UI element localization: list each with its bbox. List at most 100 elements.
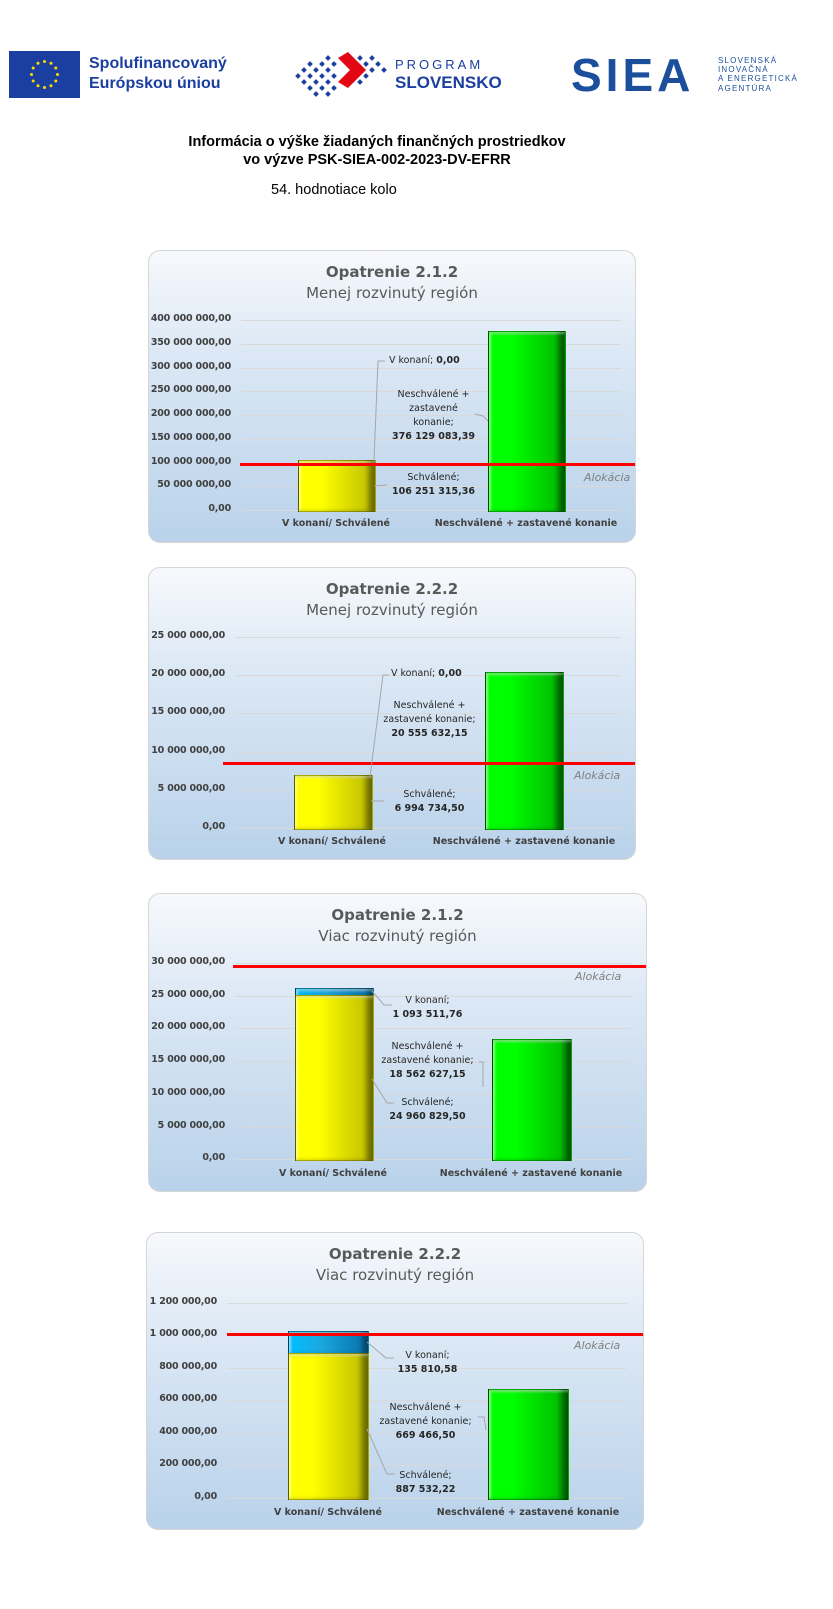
gridline [241, 320, 621, 321]
gridline [235, 1094, 631, 1095]
bar-schvalene [295, 995, 374, 1161]
y-tick: 350 000 000,00 [150, 337, 231, 348]
chart-2-1-2-more-developed: Opatrenie 2.1.2 Viac rozvinutý región 30… [148, 893, 647, 1192]
gridline [235, 675, 621, 676]
y-tick: 5 000 000,00 [157, 783, 226, 794]
gridline [227, 1368, 627, 1369]
y-tick: 15 000 000,00 [151, 706, 225, 717]
y-tick: 100 000 000,00 [150, 456, 231, 467]
label-schvalene: Schválené; 887 532,22 [395, 1470, 456, 1495]
gridline [227, 1498, 627, 1499]
siea-line1: SLOVENSKÁ [718, 56, 778, 65]
label-v-konani: V konaní; 135 810,58 [397, 1350, 458, 1375]
gridline [235, 1028, 631, 1029]
gridline [241, 391, 621, 392]
label-neschvalene: Neschválené + zastavené konanie; 18 562 … [381, 1041, 474, 1080]
eu-text-line1: Spolufinancovaný [89, 55, 227, 72]
label-neschvalene: Neschválené + zastavené konanie; 20 555 … [383, 700, 476, 739]
y-tick: 0,00 [208, 503, 231, 514]
chart-subtitle: Menej rozvinutý región [306, 601, 478, 619]
bar-neschvalene [492, 1039, 572, 1161]
allocation-line [233, 965, 646, 968]
y-tick: 50 000 000,00 [157, 479, 231, 490]
gridline [235, 1061, 631, 1062]
label-schvalene: Schválené; 106 251 315,36 [392, 472, 475, 497]
chart-title-main: Opatrenie 2.2.2 [328, 1245, 462, 1263]
y-tick: 1 200 000,00 [149, 1296, 218, 1307]
y-tick: 30 000 000,00 [151, 956, 225, 967]
x-category: Neschválené + zastavené konanie [434, 518, 618, 529]
x-category: Neschválené + zastavené konanie [432, 836, 616, 847]
gridline [241, 344, 621, 345]
x-category: V konaní/ Schválené [279, 1168, 387, 1179]
slovensko-text: SLOVENSKO [395, 73, 502, 92]
x-category: Neschválené + zastavené konanie [436, 1507, 620, 1518]
program-slovensko-icon [292, 50, 387, 100]
chart-title: Opatrenie 2.1.2 Viac rozvinutý región [149, 905, 646, 947]
bar-schvalene [294, 775, 373, 830]
x-category: Neschválené + zastavené konanie [439, 1168, 623, 1179]
gridline [235, 1127, 631, 1128]
evaluation-round: 54. hodnotiace kolo [271, 182, 397, 198]
label-schvalene: Schválené; 24 960 829,50 [389, 1097, 466, 1122]
chart-subtitle: Viac rozvinutý región [318, 927, 477, 945]
y-tick: 20 000 000,00 [151, 1021, 225, 1032]
eu-flag-icon [9, 51, 80, 98]
chart-title-main: Opatrenie 2.1.2 [331, 906, 464, 924]
program-text: PROGRAM [395, 57, 484, 72]
label-v-konani: V konaní; 0,00 [389, 355, 460, 366]
y-tick: 10 000 000,00 [151, 745, 225, 756]
chart-title-main: Opatrenie 2.1.2 [325, 263, 459, 281]
y-tick: 1 000 000,00 [149, 1328, 218, 1339]
y-tick: 400 000,00 [159, 1426, 217, 1437]
y-tick: 15 000 000,00 [151, 1054, 225, 1065]
y-tick: 800 000,00 [159, 1361, 217, 1372]
eu-text-line2: Európskou úniou [89, 75, 221, 92]
chart-2-2-2-less-developed: Opatrenie 2.2.2 Menej rozvinutý región 2… [148, 567, 636, 860]
y-tick: 300 000 000,00 [150, 361, 231, 372]
siea-logo: SIEA [571, 49, 695, 101]
siea-line4: AGENTÚRA [718, 83, 773, 93]
allocation-label: Alokácia [584, 471, 631, 484]
gridline [235, 713, 621, 714]
title-line1: Informácia o výške žiadaných finančných … [188, 134, 566, 150]
gridline [227, 1303, 627, 1304]
gridline [227, 1433, 627, 1434]
allocation-line [240, 463, 635, 466]
gridline [235, 1159, 631, 1160]
x-category: V konaní/ Schválené [282, 518, 390, 529]
chart-subtitle: Viac rozvinutý región [315, 1266, 475, 1284]
y-tick: 0,00 [202, 1152, 225, 1163]
title-line2: vo výzve PSK-SIEA-002-2023-DV-EFRR [243, 152, 511, 168]
gridline [241, 368, 621, 369]
y-tick: 200 000 000,00 [150, 408, 231, 419]
allocation-label: Alokácia [574, 1339, 621, 1352]
allocation-line [223, 762, 635, 765]
gridline [227, 1465, 627, 1466]
gridline [241, 486, 621, 487]
allocation-label: Alokácia [574, 769, 621, 782]
allocation-line [227, 1333, 643, 1336]
gridline [241, 439, 621, 440]
y-tick: 250 000 000,00 [150, 384, 231, 395]
y-tick: 10 000 000,00 [151, 1087, 225, 1098]
gridline [235, 637, 621, 638]
document-title: Informácia o výške žiadaných finančných … [0, 133, 754, 169]
chart-title-main: Opatrenie 2.2.2 [325, 580, 459, 598]
chart-subtitle: Menej rozvinutý región [306, 284, 478, 302]
siea-line3: A ENERGETICKÁ [718, 74, 799, 84]
chart-2-2-2-more-developed: Opatrenie 2.2.2 Viac rozvinutý región 1 … [146, 1232, 644, 1530]
gridline [241, 510, 621, 511]
label-neschvalene: Neschválené + zastavené konanie; 669 466… [379, 1402, 472, 1441]
chart-title: Opatrenie 2.2.2 Viac rozvinutý región [147, 1244, 643, 1286]
gridline [235, 828, 621, 829]
bar-schvalene [298, 460, 376, 512]
siea-line2: INOVAČNÁ [718, 65, 769, 75]
y-tick: 0,00 [194, 1491, 217, 1502]
gridline [235, 752, 621, 753]
allocation-label: Alokácia [575, 970, 622, 983]
y-tick: 25 000 000,00 [151, 630, 225, 641]
gridline [235, 963, 631, 964]
label-neschvalene: Neschválené + zastavené konanie; 376 129… [392, 389, 475, 442]
y-tick: 400 000 000,00 [150, 313, 231, 324]
